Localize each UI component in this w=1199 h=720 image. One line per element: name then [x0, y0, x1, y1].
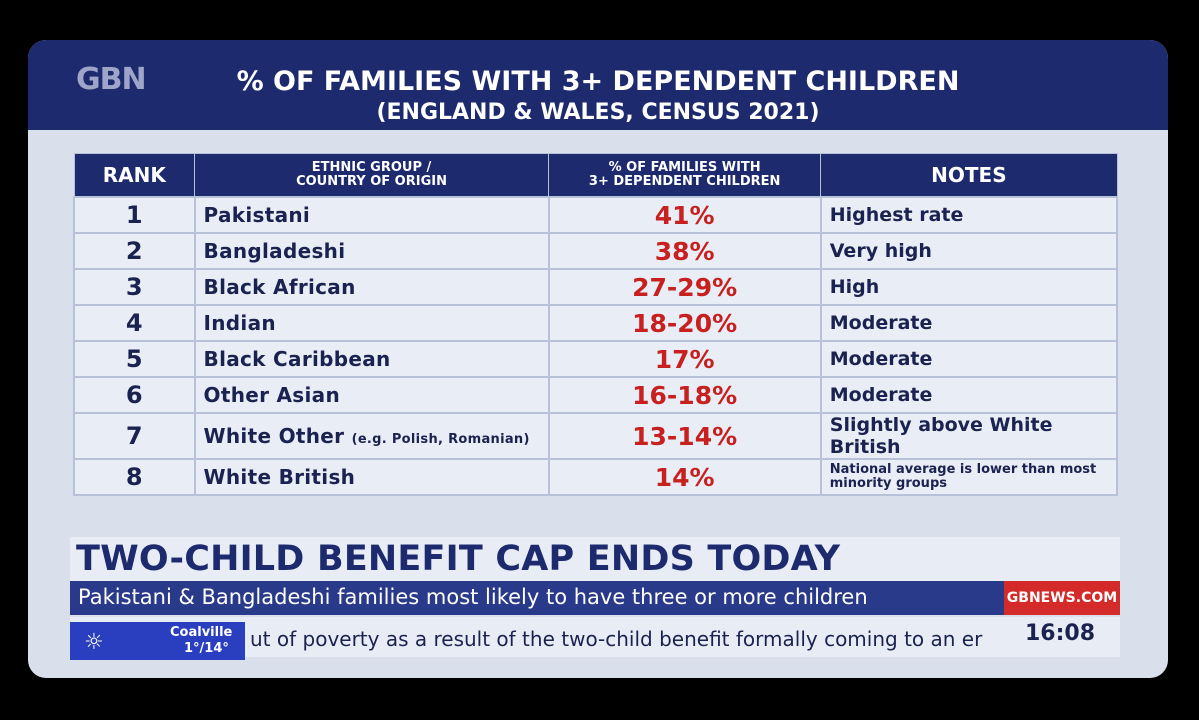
group-cell: White British — [193, 458, 550, 496]
strapline: Pakistani & Bangladeshi families most li… — [78, 585, 868, 609]
tv-screen: GBN % OF FAMILIES WITH 3+ DEPENDENT CHIL… — [28, 40, 1168, 678]
rank-cell: 8 — [73, 458, 196, 496]
note-cell: Slightly above White British — [819, 412, 1119, 460]
note-cell: High — [819, 268, 1119, 306]
pct-cell: 38% — [547, 232, 822, 270]
table-row: 2 Bangladeshi 38% Very high — [73, 232, 1119, 270]
headline-bar: TWO-CHILD BENEFIT CAP ENDS TODAY — [70, 537, 1120, 581]
ticker-text: ut of poverty as a result of the two-chi… — [250, 627, 983, 651]
weather-city: Coalville — [170, 625, 233, 640]
rank-cell: 1 — [73, 196, 196, 234]
table-row: 8 White British 14% National average is … — [73, 458, 1119, 496]
strapline-bar: Pakistani & Bangladeshi families most li… — [70, 581, 1120, 615]
note-cell: Very high — [819, 232, 1119, 270]
rank-cell: 7 — [73, 412, 196, 460]
rank-cell: 6 — [73, 376, 196, 414]
group-detail: (e.g. Polish, Romanian) — [351, 432, 530, 447]
pct-cell: 18-20% — [547, 304, 822, 342]
rank-cell: 2 — [73, 232, 196, 270]
group-cell: Black Caribbean — [193, 340, 550, 378]
group-cell: Black African — [193, 268, 550, 306]
sun-icon: ☼ — [84, 630, 104, 655]
group-name: White Other — [203, 424, 345, 448]
table-row: 5 Black Caribbean 17% Moderate — [73, 340, 1119, 378]
group-cell: Other Asian — [193, 376, 550, 414]
group-cell: Bangladeshi — [193, 232, 550, 270]
col-group-line1: ETHNIC GROUP / — [311, 160, 432, 175]
col-rank: RANK — [73, 153, 196, 198]
col-notes: NOTES — [820, 153, 1118, 198]
col-pct-line2: 3+ DEPENDENT CHILDREN — [588, 174, 781, 189]
graphic-subtitle: (ENGLAND & WALES, CENSUS 2021) — [376, 100, 820, 125]
pct-cell: 14% — [547, 458, 822, 496]
table-row: 1 Pakistani 41% Highest rate — [73, 196, 1119, 234]
table-row: 3 Black African 27-29% High — [73, 268, 1119, 306]
data-table: RANK ETHNIC GROUP / COUNTRY OF ORIGIN % … — [73, 153, 1119, 496]
rank-cell: 3 — [73, 268, 196, 306]
pct-cell: 16-18% — [547, 376, 822, 414]
note-cell: Moderate — [819, 376, 1119, 414]
weather-temp: 1°/14° — [184, 641, 229, 656]
pct-cell: 41% — [547, 196, 822, 234]
rank-cell: 5 — [73, 340, 196, 378]
rank-cell: 4 — [73, 304, 196, 342]
col-group: ETHNIC GROUP / COUNTRY OF ORIGIN — [194, 153, 550, 198]
graphic-header: GBN % OF FAMILIES WITH 3+ DEPENDENT CHIL… — [28, 40, 1168, 130]
gbn-logo: GBN — [76, 62, 147, 97]
table-row: 6 Other Asian 16-18% Moderate — [73, 376, 1119, 414]
channel-url: GBNEWS.COM — [1004, 581, 1120, 615]
clock: 16:08 — [1024, 621, 1095, 646]
pct-cell: 17% — [547, 340, 822, 378]
table-row: 7 White Other (e.g. Polish, Romanian) 13… — [73, 412, 1119, 460]
note-cell: National average is lower than most mino… — [819, 458, 1119, 496]
col-group-line2: COUNTRY OF ORIGIN — [296, 174, 447, 189]
pct-cell: 27-29% — [547, 268, 822, 306]
table-row: 4 Indian 18-20% Moderate — [73, 304, 1119, 342]
table-header-row: RANK ETHNIC GROUP / COUNTRY OF ORIGIN % … — [73, 153, 1118, 198]
group-cell: Indian — [193, 304, 550, 342]
ticker-bar: ☼ Coalville 1°/14° ut of poverty as a re… — [70, 617, 1120, 660]
weather-box: ☼ Coalville 1°/14° — [70, 622, 245, 660]
note-cell: Moderate — [819, 304, 1119, 342]
group-cell: Pakistani — [193, 196, 550, 234]
col-pct: % OF FAMILIES WITH 3+ DEPENDENT CHILDREN — [548, 153, 822, 198]
group-cell: White Other (e.g. Polish, Romanian) — [193, 412, 550, 460]
note-cell: Highest rate — [819, 196, 1119, 234]
graphic-title: % OF FAMILIES WITH 3+ DEPENDENT CHILDREN — [236, 66, 960, 97]
note-cell: Moderate — [819, 340, 1119, 378]
pct-cell: 13-14% — [547, 412, 822, 460]
col-pct-line1: % OF FAMILIES WITH — [608, 160, 761, 175]
headline: TWO-CHILD BENEFIT CAP ENDS TODAY — [76, 539, 841, 579]
